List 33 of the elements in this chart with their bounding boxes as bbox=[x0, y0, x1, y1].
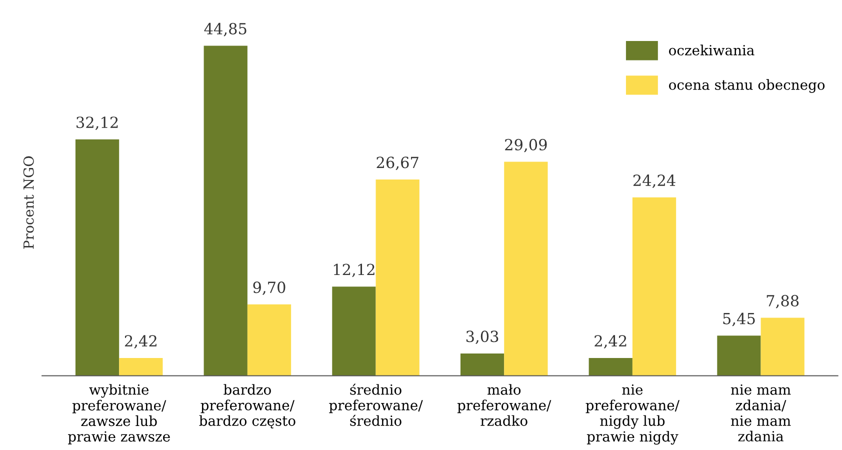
data-label: 3,03 bbox=[466, 330, 498, 344]
x-tick-label: bardzo preferowane/ bardzo często bbox=[199, 384, 296, 428]
data-label: 24,24 bbox=[633, 174, 676, 188]
data-label: 44,85 bbox=[204, 22, 246, 36]
bar bbox=[204, 46, 248, 376]
legend-label: oczekiwania bbox=[669, 44, 754, 56]
bar bbox=[504, 162, 548, 376]
data-label: 2,42 bbox=[594, 335, 626, 349]
bar bbox=[717, 336, 761, 376]
x-tick-label: nie mam zdania/ nie mam zdania bbox=[730, 384, 791, 442]
x-tick-label: wybitnie preferowane/ zawsze lub prawie zawsze bbox=[68, 384, 170, 444]
bar bbox=[119, 358, 163, 376]
data-label: 5,45 bbox=[723, 312, 755, 326]
bar bbox=[460, 353, 504, 376]
data-label: 32,12 bbox=[76, 116, 118, 130]
data-label: 29,09 bbox=[505, 138, 547, 152]
bar bbox=[632, 197, 676, 376]
x-tick-label: mało preferowane/ rzadko bbox=[457, 384, 552, 426]
data-label: 12,12 bbox=[334, 264, 374, 278]
data-label: 2,42 bbox=[124, 335, 156, 349]
data-label: 7,88 bbox=[766, 294, 799, 308]
bar bbox=[247, 304, 292, 376]
legend-label: ocena stanu obecnego bbox=[669, 79, 825, 93]
bar bbox=[760, 318, 804, 376]
bar bbox=[376, 180, 420, 376]
x-tick-label: nie preferowane/ nigdy lub prawie nigdy bbox=[586, 384, 680, 445]
bar bbox=[75, 139, 120, 376]
data-label: 26,67 bbox=[376, 156, 418, 170]
y-axis-title: Procent NGO bbox=[23, 156, 34, 249]
x-tick-label: średnio preferowane/ średnio bbox=[329, 384, 423, 426]
data-label: 9,70 bbox=[253, 282, 286, 295]
bar bbox=[332, 286, 376, 376]
bar bbox=[588, 358, 632, 376]
